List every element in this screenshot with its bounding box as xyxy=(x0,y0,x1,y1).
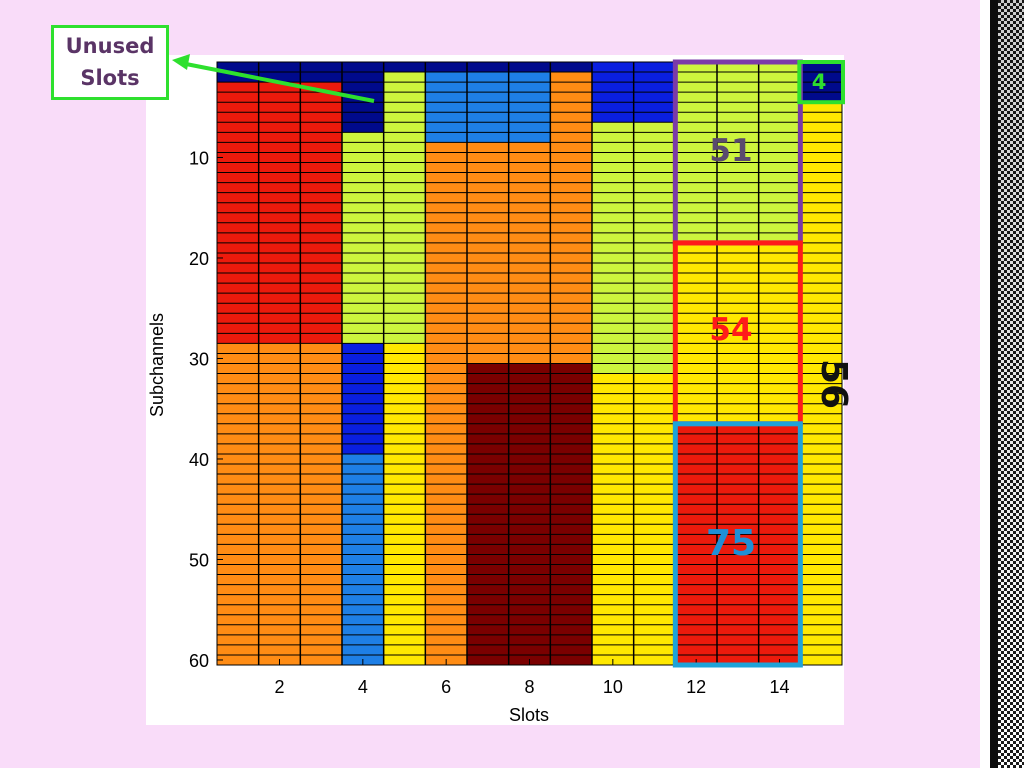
y-axis-label: Subchannels xyxy=(147,313,167,417)
callout-arrow-head xyxy=(172,54,190,70)
x-axis-label: Slots xyxy=(509,705,549,725)
heatmap-block-8 xyxy=(383,62,426,73)
heatmap-block-12 xyxy=(425,62,551,73)
y-tick-label: 50 xyxy=(189,550,209,570)
heatmap-block-17 xyxy=(550,62,592,73)
heatmap-block-6 xyxy=(342,343,384,454)
slide-edge-decoration xyxy=(980,0,1024,768)
x-tick-label: 4 xyxy=(358,677,368,697)
group-54-label: 54 xyxy=(709,312,752,348)
x-axis-ticks: 2 4 6 8 10 12 14 xyxy=(274,659,790,697)
heatmap-block-7 xyxy=(342,453,384,665)
group-75-label: 75 xyxy=(706,523,756,564)
x-tick-label: 2 xyxy=(274,677,284,697)
x-tick-label: 14 xyxy=(769,677,789,697)
heatmap-block-18 xyxy=(550,72,592,364)
y-tick-label: 60 xyxy=(189,651,209,671)
heatmap-block-5 xyxy=(342,132,384,344)
group-51-label: 51 xyxy=(709,133,752,169)
y-tick-label: 40 xyxy=(189,450,209,470)
unused-slots-callout: Unused Slots xyxy=(51,25,169,100)
heatmap-block-13 xyxy=(425,72,551,143)
cell-grid-lines xyxy=(217,71,842,656)
y-tick-label: 30 xyxy=(189,349,209,369)
unused-count-label: 4 xyxy=(812,70,827,94)
group-75-box xyxy=(672,421,803,668)
group-56-label: 56 xyxy=(813,359,854,409)
callout-arrow-line xyxy=(185,62,375,103)
highlight-boxes xyxy=(672,59,845,668)
x-tick-label: 6 xyxy=(441,677,451,697)
y-axis-ticks: 10 20 30 40 50 60 xyxy=(189,148,223,671)
x-tick-label: 12 xyxy=(686,677,706,697)
x-tick-label: 8 xyxy=(524,677,534,697)
y-tick-label: 10 xyxy=(189,148,209,168)
y-tick-label: 20 xyxy=(189,249,209,269)
group-4-box xyxy=(797,60,845,105)
x-tick-label: 10 xyxy=(603,677,623,697)
heatmap-block-9 xyxy=(383,72,426,344)
